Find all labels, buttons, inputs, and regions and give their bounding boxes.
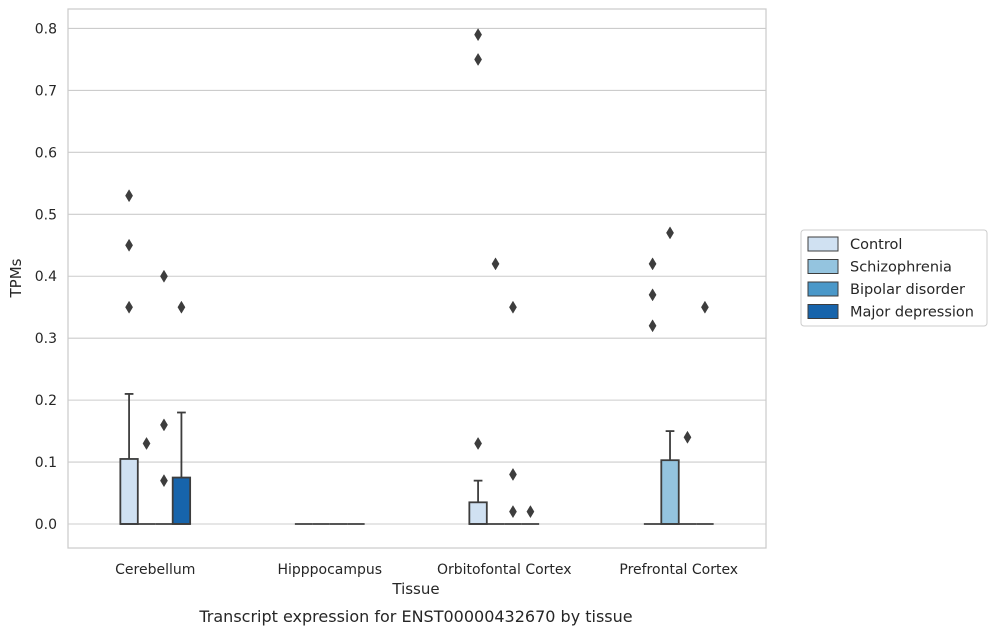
outlier-point — [701, 300, 709, 314]
box-body — [119, 458, 139, 525]
legend-swatch — [807, 281, 839, 297]
box-body — [468, 501, 488, 525]
outlier-point — [526, 505, 535, 519]
y-tick-label: 0.2 — [35, 393, 57, 409]
outlier-point — [683, 430, 692, 444]
legend-swatch — [807, 259, 839, 274]
outlier-point — [648, 257, 657, 271]
outlier-point — [509, 300, 517, 314]
y-tick-label: 0.7 — [35, 83, 57, 99]
outlier-point — [125, 300, 133, 314]
legend-label: Control — [850, 237, 902, 253]
box-control — [119, 393, 139, 525]
box-body — [660, 459, 680, 525]
outlier-point — [509, 467, 517, 481]
y-tick-label: 0.3 — [35, 331, 57, 347]
x-tick-label: Orbitofontal Cortex — [437, 562, 572, 578]
box-body — [171, 476, 192, 525]
plot-area-frame — [67, 8, 767, 549]
outliers-layer — [125, 28, 709, 519]
box-control — [468, 479, 488, 525]
x-tick-label: Cerebellum — [115, 562, 195, 578]
legend-swatch — [807, 304, 839, 319]
outlier-point — [125, 238, 133, 252]
x-axis-label: Tissue — [391, 580, 439, 598]
y-tick-label: 0.6 — [35, 145, 57, 161]
legend-label: Schizophrenia — [850, 260, 952, 276]
legend-label: Major depression — [850, 305, 974, 321]
legend-swatch — [807, 236, 839, 252]
outlier-point — [474, 52, 482, 66]
outlier-point — [160, 269, 168, 283]
box-schizophrenia — [660, 430, 680, 525]
outlier-point — [474, 436, 482, 450]
legend-frame — [800, 229, 988, 327]
gridlines — [68, 27, 766, 525]
y-axis-label: TPMs — [7, 258, 25, 298]
outlier-point — [160, 474, 168, 488]
outlier-point — [666, 226, 674, 240]
y-tick-label: 0.0 — [35, 517, 57, 533]
legend-label: Bipolar disorder — [850, 282, 965, 298]
box-major-depression — [171, 411, 192, 525]
outlier-point — [125, 189, 133, 203]
chart-caption: Transcript expression for ENST0000043267… — [198, 607, 632, 626]
outlier-point — [177, 300, 186, 314]
outlier-point — [474, 28, 482, 42]
x-tick-labels: Cerebellum Hipppocampus Orbitofontal Corte… — [115, 562, 738, 578]
y-tick-label: 0.4 — [35, 269, 57, 285]
boxes-layer — [119, 393, 714, 525]
outlier-point — [509, 505, 517, 519]
y-tick-label: 0.8 — [35, 21, 57, 37]
x-tick-label: Hipppocampus — [277, 562, 382, 578]
y-tick-labels: 0.0 0.1 0.2 0.3 0.4 0.5 0.6 0.7 0.8 — [35, 21, 57, 533]
outlier-point — [142, 436, 151, 450]
legend: Control Schizophrenia Bipolar disorder Majo… — [800, 229, 988, 327]
outlier-point — [648, 288, 657, 302]
x-tick-label: Prefrontal Cortex — [619, 562, 738, 578]
outlier-point — [491, 257, 500, 271]
y-tick-label: 0.5 — [35, 207, 57, 223]
y-tick-label: 0.1 — [35, 455, 57, 471]
outlier-point — [160, 418, 168, 432]
outlier-point — [648, 319, 657, 333]
